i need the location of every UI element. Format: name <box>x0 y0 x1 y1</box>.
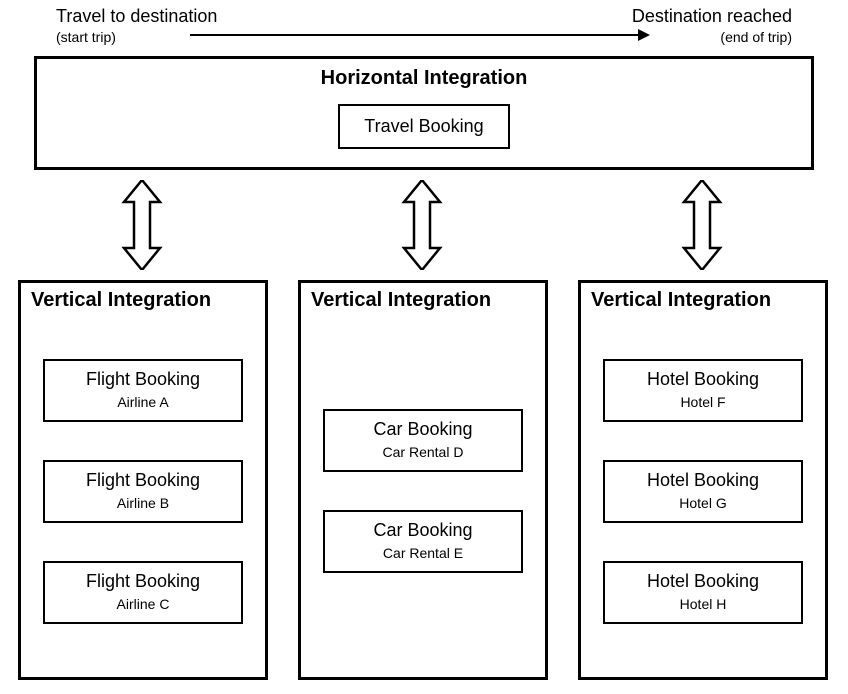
bi-arrow-icon <box>120 180 164 270</box>
service-title: Hotel Booking <box>611 571 795 592</box>
vertical-box-hotels: Vertical Integration Hotel Booking Hotel… <box>578 280 828 680</box>
timeline-end-main: Destination reached <box>632 6 792 27</box>
service-sub: Car Rental D <box>331 444 515 460</box>
service-box: Car Booking Car Rental E <box>323 510 523 573</box>
service-title: Hotel Booking <box>611 369 795 390</box>
service-sub: Hotel H <box>611 596 795 612</box>
service-box: Flight Booking Airline C <box>43 561 243 624</box>
timeline-start-main: Travel to destination <box>56 6 217 27</box>
vertical-box-flights: Vertical Integration Flight Booking Airl… <box>18 280 268 680</box>
service-sub: Airline A <box>51 394 235 410</box>
service-sub: Airline C <box>51 596 235 612</box>
horizontal-title: Horizontal Integration <box>37 67 811 90</box>
vertical-title: Vertical Integration <box>311 289 545 312</box>
service-title: Car Booking <box>331 419 515 440</box>
service-sub: Airline B <box>51 495 235 511</box>
timeline-end: Destination reached (end of trip) <box>632 6 792 45</box>
service-title: Car Booking <box>331 520 515 541</box>
service-sub: Hotel F <box>611 394 795 410</box>
service-sub: Car Rental E <box>331 545 515 561</box>
bi-arrow-icon <box>680 180 724 270</box>
service-title: Flight Booking <box>51 571 235 592</box>
service-title: Hotel Booking <box>611 470 795 491</box>
horizontal-integration-box: Horizontal Integration Travel Booking <box>34 56 814 170</box>
service-sub: Hotel G <box>611 495 795 511</box>
bi-arrow-icon <box>400 180 444 270</box>
service-title: Flight Booking <box>51 369 235 390</box>
service-box: Flight Booking Airline B <box>43 460 243 523</box>
vertical-title: Vertical Integration <box>591 289 825 312</box>
service-box: Hotel Booking Hotel H <box>603 561 803 624</box>
service-title: Flight Booking <box>51 470 235 491</box>
vertical-items: Car Booking Car Rental D Car Booking Car… <box>301 312 545 670</box>
vertical-title: Vertical Integration <box>31 289 265 312</box>
timeline-arrow-icon <box>190 28 650 42</box>
travel-booking-box: Travel Booking <box>338 104 509 149</box>
vertical-box-cars: Vertical Integration Car Booking Car Ren… <box>298 280 548 680</box>
service-box: Flight Booking Airline A <box>43 359 243 422</box>
service-box: Hotel Booking Hotel G <box>603 460 803 523</box>
vertical-items: Hotel Booking Hotel F Hotel Booking Hote… <box>581 312 825 670</box>
vertical-items: Flight Booking Airline A Flight Booking … <box>21 312 265 670</box>
service-box: Car Booking Car Rental D <box>323 409 523 472</box>
service-box: Hotel Booking Hotel F <box>603 359 803 422</box>
timeline-end-sub: (end of trip) <box>632 29 792 45</box>
